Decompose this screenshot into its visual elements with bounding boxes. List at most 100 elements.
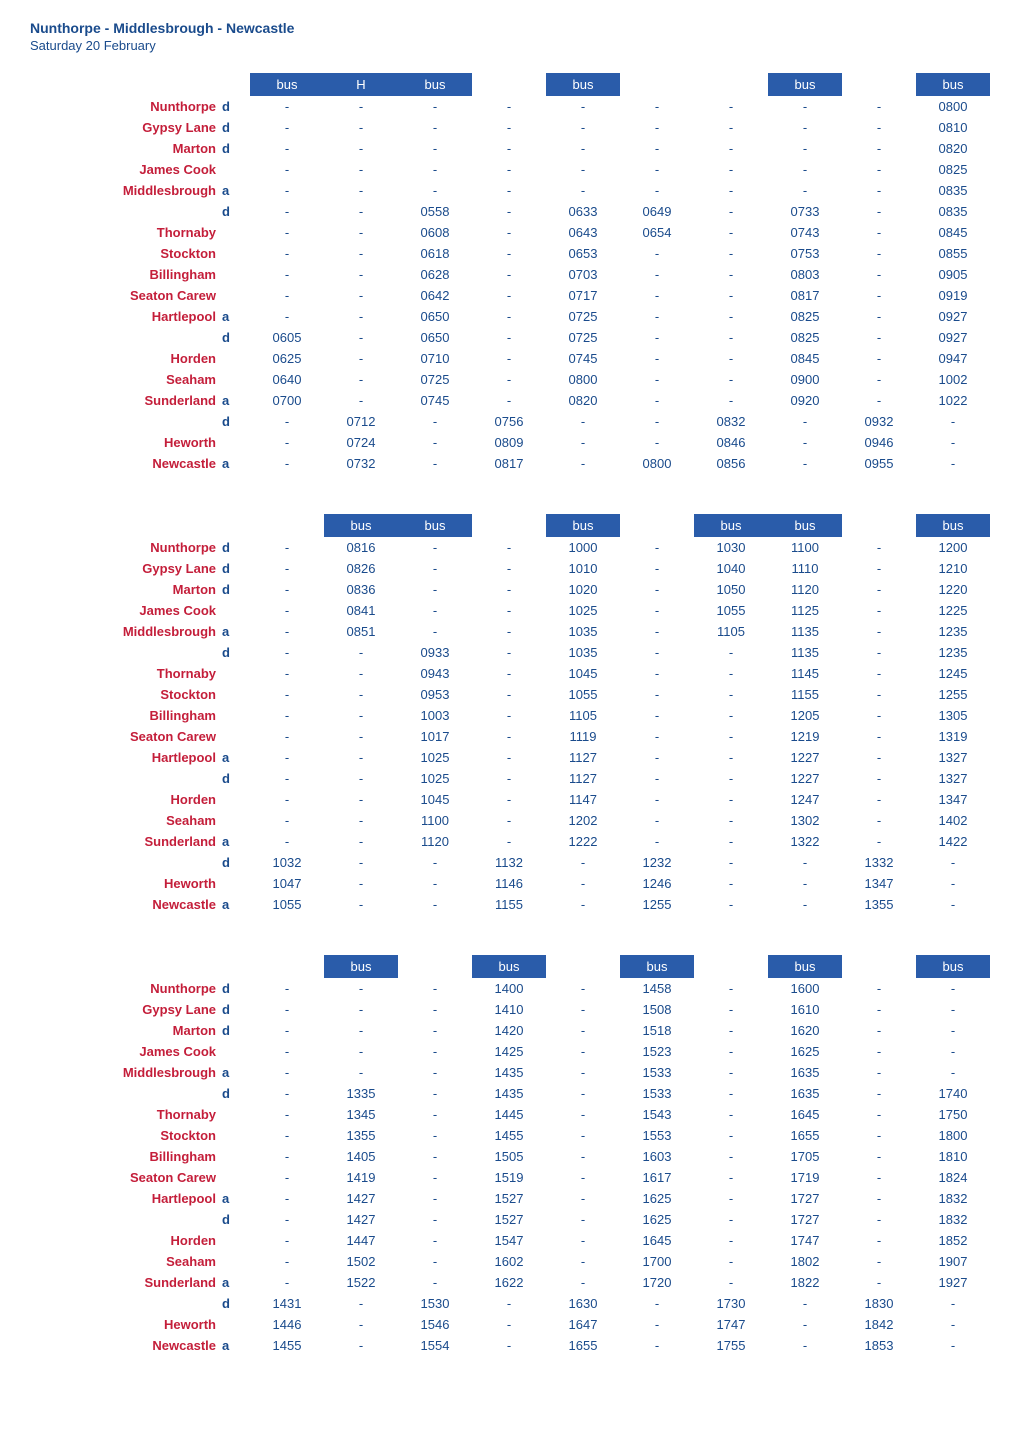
- column-header: bus: [546, 514, 620, 537]
- table-row: Hartlepoola-1427-1527-1625-1727-1832: [30, 1188, 990, 1209]
- stop-name: [30, 1209, 220, 1230]
- time-cell: -: [694, 180, 768, 201]
- table-row: d--0933-1035--1135-1235: [30, 642, 990, 663]
- timetable: busbus bus busbus busNunthorped-0816--10…: [30, 514, 990, 915]
- table-row: d-0712-0756--0832-0932-: [30, 411, 990, 432]
- time-cell: 0642: [398, 285, 472, 306]
- column-header: bus: [768, 955, 842, 978]
- time-cell: -: [546, 852, 620, 873]
- time-cell: 1603: [620, 1146, 694, 1167]
- time-cell: 1003: [398, 705, 472, 726]
- time-cell: -: [398, 1041, 472, 1062]
- time-cell: -: [324, 831, 398, 852]
- time-cell: -: [620, 663, 694, 684]
- stop-name: Horden: [30, 789, 220, 810]
- table-row: Newcastlea1455-1554-1655-1755-1853-: [30, 1335, 990, 1356]
- time-cell: 1427: [324, 1188, 398, 1209]
- arrival-departure-indicator: a: [220, 306, 250, 327]
- time-cell: -: [842, 663, 916, 684]
- time-cell: -: [324, 327, 398, 348]
- stop-name: Heworth: [30, 432, 220, 453]
- time-cell: -: [250, 264, 324, 285]
- time-cell: -: [546, 453, 620, 474]
- time-cell: -: [324, 789, 398, 810]
- timetable: busHbus bus bus busNunthorped---------08…: [30, 73, 990, 474]
- time-cell: 0633: [546, 201, 620, 222]
- time-cell: 1625: [620, 1188, 694, 1209]
- time-cell: -: [472, 222, 546, 243]
- time-cell: -: [546, 1125, 620, 1146]
- time-cell: -: [916, 1041, 990, 1062]
- time-cell: -: [694, 369, 768, 390]
- stop-name: Newcastle: [30, 894, 220, 915]
- time-cell: -: [546, 1020, 620, 1041]
- time-cell: -: [694, 999, 768, 1020]
- time-cell: -: [250, 600, 324, 621]
- time-cell: 1335: [324, 1083, 398, 1104]
- time-cell: -: [250, 831, 324, 852]
- arrival-departure-indicator: d: [220, 1020, 250, 1041]
- arrival-departure-indicator: a: [220, 747, 250, 768]
- time-cell: -: [768, 873, 842, 894]
- time-cell: -: [250, 789, 324, 810]
- arrival-departure-indicator: [220, 1314, 250, 1335]
- stop-name: Gypsy Lane: [30, 999, 220, 1020]
- time-cell: 0953: [398, 684, 472, 705]
- arrival-departure-indicator: d: [220, 768, 250, 789]
- time-cell: -: [324, 201, 398, 222]
- time-cell: 1305: [916, 705, 990, 726]
- time-cell: -: [324, 642, 398, 663]
- time-cell: 0919: [916, 285, 990, 306]
- table-row: Seaton Carew--0642-0717--0817-0919: [30, 285, 990, 306]
- time-cell: -: [694, 1188, 768, 1209]
- stop-name: Hartlepool: [30, 747, 220, 768]
- time-cell: -: [546, 159, 620, 180]
- time-cell: 1824: [916, 1167, 990, 1188]
- time-cell: -: [842, 642, 916, 663]
- table-row: d1431-1530-1630-1730-1830-: [30, 1293, 990, 1314]
- stop-name: Seaham: [30, 369, 220, 390]
- time-cell: -: [694, 159, 768, 180]
- arrival-departure-indicator: d: [220, 117, 250, 138]
- time-cell: -: [620, 159, 694, 180]
- table-row: Thornaby-1345-1445-1543-1645-1750: [30, 1104, 990, 1125]
- time-cell: -: [324, 1314, 398, 1335]
- time-cell: 0703: [546, 264, 620, 285]
- arrival-departure-indicator: d: [220, 327, 250, 348]
- time-cell: -: [398, 579, 472, 600]
- table-row: Sunderlanda0700-0745-0820--0920-1022: [30, 390, 990, 411]
- time-cell: -: [842, 285, 916, 306]
- time-cell: -: [472, 831, 546, 852]
- time-cell: 1127: [546, 768, 620, 789]
- time-cell: 1740: [916, 1083, 990, 1104]
- time-cell: 1446: [250, 1314, 324, 1335]
- time-cell: -: [694, 1272, 768, 1293]
- time-cell: 1220: [916, 579, 990, 600]
- time-cell: -: [842, 558, 916, 579]
- time-cell: -: [694, 873, 768, 894]
- stop-name: Seaton Carew: [30, 285, 220, 306]
- time-cell: 1105: [694, 621, 768, 642]
- time-cell: 1025: [398, 768, 472, 789]
- stop-name: James Cook: [30, 600, 220, 621]
- time-cell: -: [398, 117, 472, 138]
- table-row: Nunthorped-0816--1000-10301100-1200: [30, 537, 990, 558]
- time-cell: -: [842, 327, 916, 348]
- stop-name: Stockton: [30, 243, 220, 264]
- arrival-departure-indicator: a: [220, 180, 250, 201]
- time-cell: -: [250, 411, 324, 432]
- time-cell: -: [842, 1041, 916, 1062]
- time-cell: 0743: [768, 222, 842, 243]
- time-cell: -: [842, 264, 916, 285]
- stop-name: Gypsy Lane: [30, 558, 220, 579]
- time-cell: 1322: [768, 831, 842, 852]
- time-cell: 0817: [768, 285, 842, 306]
- table-row: Thornaby--0943-1045--1145-1245: [30, 663, 990, 684]
- arrival-departure-indicator: a: [220, 1188, 250, 1209]
- time-cell: -: [694, 852, 768, 873]
- time-cell: -: [768, 453, 842, 474]
- time-cell: 1000: [546, 537, 620, 558]
- time-cell: -: [324, 999, 398, 1020]
- stop-name: James Cook: [30, 159, 220, 180]
- time-cell: 1400: [472, 978, 546, 999]
